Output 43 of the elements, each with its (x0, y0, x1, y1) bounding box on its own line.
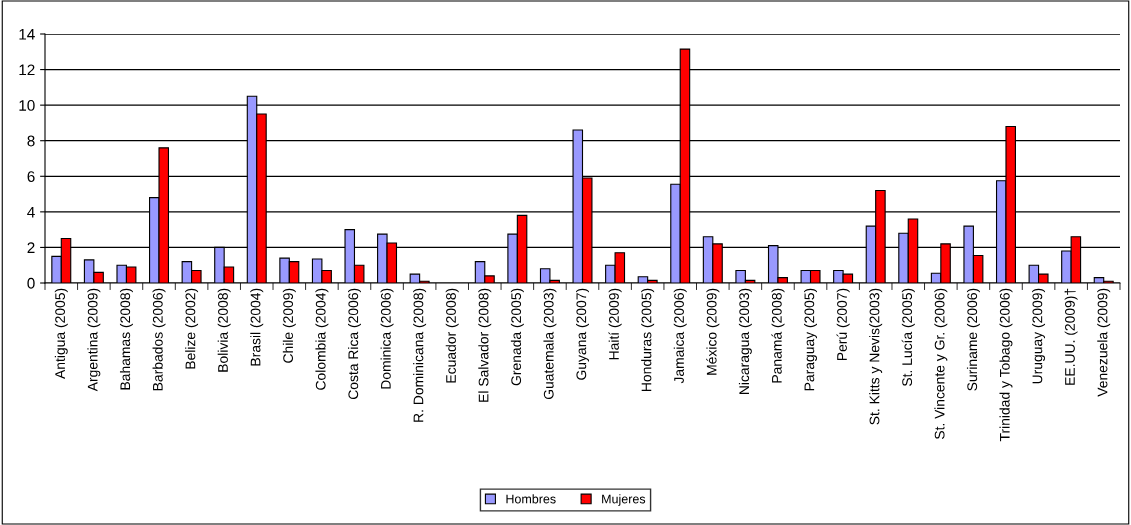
y-tick-label: 4 (27, 206, 35, 218)
x-tick-label: Belize (2002) (185, 288, 199, 369)
y-tick-label: 10 (19, 100, 35, 111)
x-tick-label: Honduras (2005) (641, 288, 655, 391)
x-tick-label: Panamá (2008) (771, 288, 785, 383)
x-tick-label: Colombia (2004) (315, 288, 329, 390)
x-tick-label: Jamaica (2006) (673, 288, 687, 384)
x-tick-label: Brasil (2004) (250, 288, 264, 366)
y-tick-label: 6 (27, 171, 35, 182)
x-tick-label: Dominica (2006) (380, 288, 394, 389)
x-tick-label: Argentina (2009) (87, 288, 101, 392)
x-tick-label: Guatemala (2003) (543, 288, 557, 400)
x-tick-label: Bolivia (2008) (217, 288, 231, 372)
x-tick-label: El Salvador (2008) (478, 288, 492, 402)
x-tick-label: Ecuador (2008) (445, 288, 459, 383)
x-tick-label: Perú (2007) (836, 288, 850, 361)
x-tick-label: St. Kitts y Nevis(2003) (869, 288, 883, 425)
x-tick-label: St. Lucía (2005) (901, 288, 915, 387)
x-tick-label: Suriname (2006) (966, 288, 980, 391)
x-tick-label: Costa Rica (2006) (348, 288, 361, 400)
x-tick-label: Paraguay (2005) (804, 288, 817, 391)
y-tick-label: 2 (27, 242, 35, 253)
x-tick-label: México (2009) (706, 288, 720, 375)
y-tick-label: 8 (27, 135, 35, 147)
x-tick-label: Grenada (2005) (510, 288, 524, 386)
x-tick-label: Chile (2009) (282, 288, 296, 363)
x-tick-label: Trinidad y Tobago (2006) (999, 288, 1013, 442)
legend-label: Mujeres (602, 494, 646, 506)
y-tick-label: 14 (19, 29, 35, 40)
x-tick-label: St. Vincente y Gr. (2006) (934, 288, 948, 440)
x-tick-label: Guyana (2007) (576, 288, 589, 380)
x-tick-label: Venezuela (2009) (1097, 288, 1111, 397)
x-tick-label: Nicaragua (2003) (738, 288, 752, 395)
x-tick-label: Bahamas (2008) (119, 288, 133, 390)
x-tick-label: Uruguay (2009) (1032, 288, 1046, 384)
x-tick-label: Barbados (2006) (152, 288, 166, 391)
x-tick-label: R. Dominicana (2008) (413, 288, 427, 422)
x-tick-label: Antigua (2005) (54, 288, 68, 379)
x-tick-label: Haití (2009) (608, 288, 622, 360)
x-tick-label: EE.UU. (2009)† (1064, 288, 1078, 385)
y-tick-label: 0 (27, 277, 35, 289)
y-tick-label: 12 (19, 64, 35, 76)
legend-label: Hombres (506, 494, 556, 504)
